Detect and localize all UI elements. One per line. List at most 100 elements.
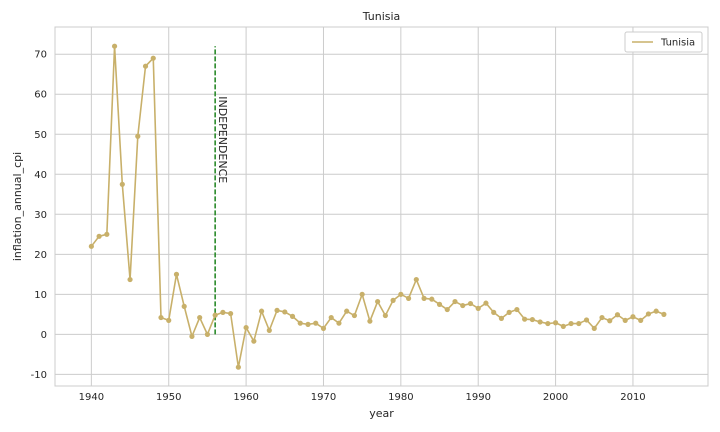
data-point	[212, 312, 218, 318]
data-point	[398, 291, 404, 297]
data-point	[491, 309, 497, 315]
data-point	[529, 316, 535, 323]
x-tick-label: 1980	[388, 392, 413, 403]
data-point	[599, 314, 605, 321]
data-point	[251, 338, 257, 344]
data-point	[189, 333, 195, 339]
data-point	[436, 301, 443, 307]
data-point	[661, 311, 667, 317]
data-point	[653, 308, 659, 314]
data-point	[243, 324, 249, 331]
data-point	[344, 308, 350, 314]
data-point	[537, 319, 543, 325]
data-point	[522, 316, 528, 322]
data-point	[111, 43, 118, 49]
data-point	[514, 306, 520, 313]
data-point	[289, 313, 296, 319]
y-tick-label: -10	[31, 370, 47, 381]
data-point	[351, 312, 358, 319]
data-point	[475, 305, 481, 311]
y-tick-label: 60	[34, 90, 47, 101]
data-point	[390, 297, 396, 303]
x-tick-labels: 1940 1950 1960 1970 1980 1990 2000 2010	[79, 392, 646, 403]
y-tick-label: 70	[34, 50, 47, 61]
grid	[55, 27, 708, 386]
y-tick-label: 0	[41, 330, 47, 341]
data-point	[460, 302, 466, 309]
legend-label: Tunisia	[660, 38, 695, 49]
data-point	[142, 63, 149, 69]
data-point	[220, 309, 226, 315]
x-tick-label: 1940	[79, 392, 104, 403]
data-point	[638, 317, 644, 323]
data-point	[181, 303, 187, 309]
data-point	[506, 309, 512, 315]
y-tick-labels: -10 0 10 20 30 40 50 60 70	[31, 50, 47, 381]
x-tick-label: 2010	[620, 392, 645, 403]
data-point	[576, 320, 582, 327]
data-point	[405, 295, 412, 301]
data-point	[622, 317, 628, 323]
data-point	[498, 315, 505, 321]
data-point	[127, 276, 133, 283]
data-point	[166, 317, 172, 323]
x-tick-label: 1950	[156, 392, 181, 403]
data-point	[235, 364, 241, 370]
data-point	[258, 308, 265, 314]
data-point	[135, 133, 141, 139]
y-tick-label: 30	[34, 210, 47, 221]
data-point	[336, 320, 342, 326]
y-tick-label: 10	[34, 290, 47, 301]
data-point	[614, 312, 621, 318]
y-tick-label: 40	[34, 170, 47, 181]
legend-box	[624, 31, 703, 53]
data-point	[483, 300, 489, 306]
legend: Tunisia	[624, 31, 703, 53]
data-point	[444, 306, 450, 313]
data-point	[266, 327, 272, 333]
data-point	[158, 314, 164, 321]
data-point	[645, 311, 652, 317]
data-point	[320, 325, 327, 331]
plot-frame	[54, 26, 709, 387]
data-point	[375, 298, 381, 305]
data-point	[173, 271, 180, 277]
data-point	[545, 320, 551, 327]
data-point	[607, 318, 613, 324]
x-tick-label: 1960	[233, 392, 258, 403]
data-point	[150, 55, 156, 61]
y-tick-label: 50	[34, 130, 47, 141]
x-tick-label: 1970	[311, 392, 336, 403]
data-point	[421, 295, 427, 301]
data-point	[204, 331, 211, 337]
data-point	[282, 309, 288, 315]
chart-title: Tunisia	[362, 10, 401, 23]
data-point	[88, 243, 94, 249]
data-point	[305, 321, 311, 327]
data-point	[96, 233, 102, 239]
data-point	[583, 317, 590, 323]
data-point	[413, 276, 419, 283]
data-point	[560, 323, 566, 329]
y-tick-label: 20	[34, 250, 47, 261]
data-point	[328, 314, 334, 321]
data-point	[313, 320, 319, 326]
data-point	[104, 231, 110, 237]
data-point	[197, 314, 203, 321]
plot-area	[55, 27, 708, 386]
data-point	[367, 318, 373, 324]
annotations: INDEPENDENCE	[214, 46, 229, 335]
data-point	[119, 181, 125, 187]
data-point	[359, 291, 365, 297]
y-axis-label: inflation_annual_cpi	[11, 152, 24, 261]
x-tick-label: 2000	[543, 392, 568, 403]
data-point	[568, 320, 574, 327]
data-point	[274, 307, 280, 313]
data-point	[228, 310, 234, 317]
x-tick-label: 1990	[465, 392, 490, 403]
independence-label: INDEPENDENCE	[216, 96, 229, 183]
data-point	[591, 325, 597, 331]
data-point	[630, 314, 636, 320]
series-layer	[88, 43, 667, 370]
